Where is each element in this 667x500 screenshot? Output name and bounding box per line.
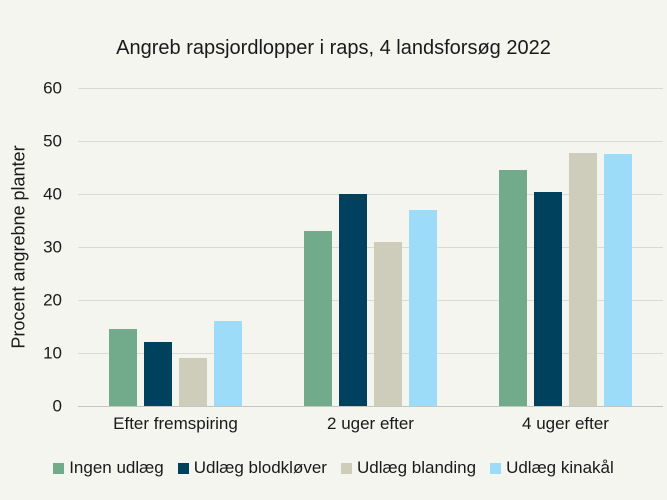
y-tick-label: 30 — [43, 237, 62, 257]
y-tick-label: 0 — [52, 396, 62, 416]
chart-title: Angreb rapsjordlopper i raps, 4 landsfor… — [116, 37, 551, 59]
bar-udl-g-kinak-l — [409, 209, 437, 406]
legend-swatch-icon — [340, 462, 352, 474]
gridline — [78, 247, 663, 248]
legend-label: Udlæg blodkløver — [193, 458, 327, 477]
y-tick-label: 20 — [43, 290, 62, 310]
bar-udl-g-blanding — [179, 358, 207, 406]
y-tick-label: 50 — [43, 131, 62, 151]
y-tick-label: 60 — [43, 78, 62, 98]
bar-udl-g-blanding — [374, 241, 402, 406]
legend-label: Udlæg kinakål — [506, 458, 614, 477]
x-axis-label: 4 uger efter — [522, 414, 609, 433]
bar-udl-g-blanding — [569, 152, 597, 406]
bar-udl-g-kinak-l — [604, 153, 632, 406]
legend-item: Udlæg blodkløver — [177, 458, 327, 478]
gridline — [78, 300, 663, 301]
gridline — [78, 141, 663, 142]
legend-swatch-icon — [490, 462, 502, 474]
gridline — [78, 88, 663, 89]
gridline — [78, 406, 663, 407]
y-tick-label: 40 — [43, 184, 62, 204]
x-axis-label: 2 uger efter — [327, 414, 414, 433]
bar-udl-g-blodkl-ver — [534, 192, 562, 406]
legend: Ingen udlæg Udlæg blodkløver Udlæg blandin… — [0, 458, 667, 478]
legend-label: Ingen udlæg — [69, 458, 164, 477]
legend-swatch-icon — [53, 462, 65, 474]
legend-item: Udlæg kinakål — [490, 458, 614, 478]
bar-ingen-udl-g — [304, 231, 332, 406]
gridline — [78, 194, 663, 195]
legend-swatch-icon — [177, 462, 189, 474]
y-tick-label: 10 — [43, 343, 62, 363]
x-axis-label: Efter fremspiring — [113, 414, 238, 433]
bar-udl-g-kinak-l — [214, 321, 242, 406]
bar-udl-g-blodkl-ver — [339, 194, 367, 406]
bar-ingen-udl-g — [499, 170, 527, 406]
legend-label: Udlæg blanding — [356, 458, 477, 477]
bar-udl-g-blodkl-ver — [144, 342, 172, 406]
legend-item: Udlæg blanding — [340, 458, 477, 478]
bar-ingen-udl-g — [109, 329, 137, 406]
legend-item: Ingen udlæg — [53, 458, 164, 478]
gridline — [78, 353, 663, 354]
